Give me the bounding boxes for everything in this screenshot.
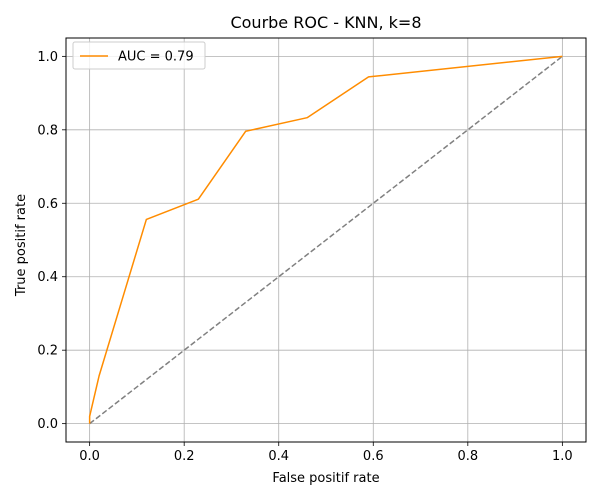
y-axis-title: True positif rate	[14, 194, 29, 297]
x-tick-label: 0.0	[79, 449, 100, 464]
roc-curve-line	[88, 55, 563, 424]
x-tick-label: 0.2	[174, 449, 195, 464]
y-tick-label: 0.6	[37, 197, 58, 212]
y-tick-label: 0.8	[37, 123, 58, 138]
chance-diagonal-line	[89, 55, 563, 425]
y-tick-label: 0.0	[37, 417, 58, 432]
x-tick-label: 0.8	[457, 449, 478, 464]
y-tick-label: 0.2	[37, 344, 58, 359]
x-tick-label: 1.0	[552, 449, 573, 464]
plot-frame	[65, 37, 587, 443]
series-layer	[88, 55, 563, 425]
legend-box	[72, 41, 206, 70]
legend: AUC = 0.79	[72, 41, 206, 70]
x-axis-title: False positif rate	[272, 471, 379, 486]
grid-layer	[66, 38, 586, 442]
chart-title: Courbe ROC - KNN, k=8	[230, 13, 421, 32]
x-tick-label: 0.4	[268, 449, 289, 464]
ticks-layer: 0.0 0.2 0.4 0.6 0.8 1.0 0.0 0.2 0.4 0.6 0.8 1.0	[37, 50, 572, 464]
y-tick-label: 1.0	[37, 50, 58, 65]
legend-label: AUC = 0.79	[118, 50, 194, 65]
y-tick-label: 0.4	[37, 270, 58, 285]
x-tick-label: 0.6	[363, 449, 384, 464]
